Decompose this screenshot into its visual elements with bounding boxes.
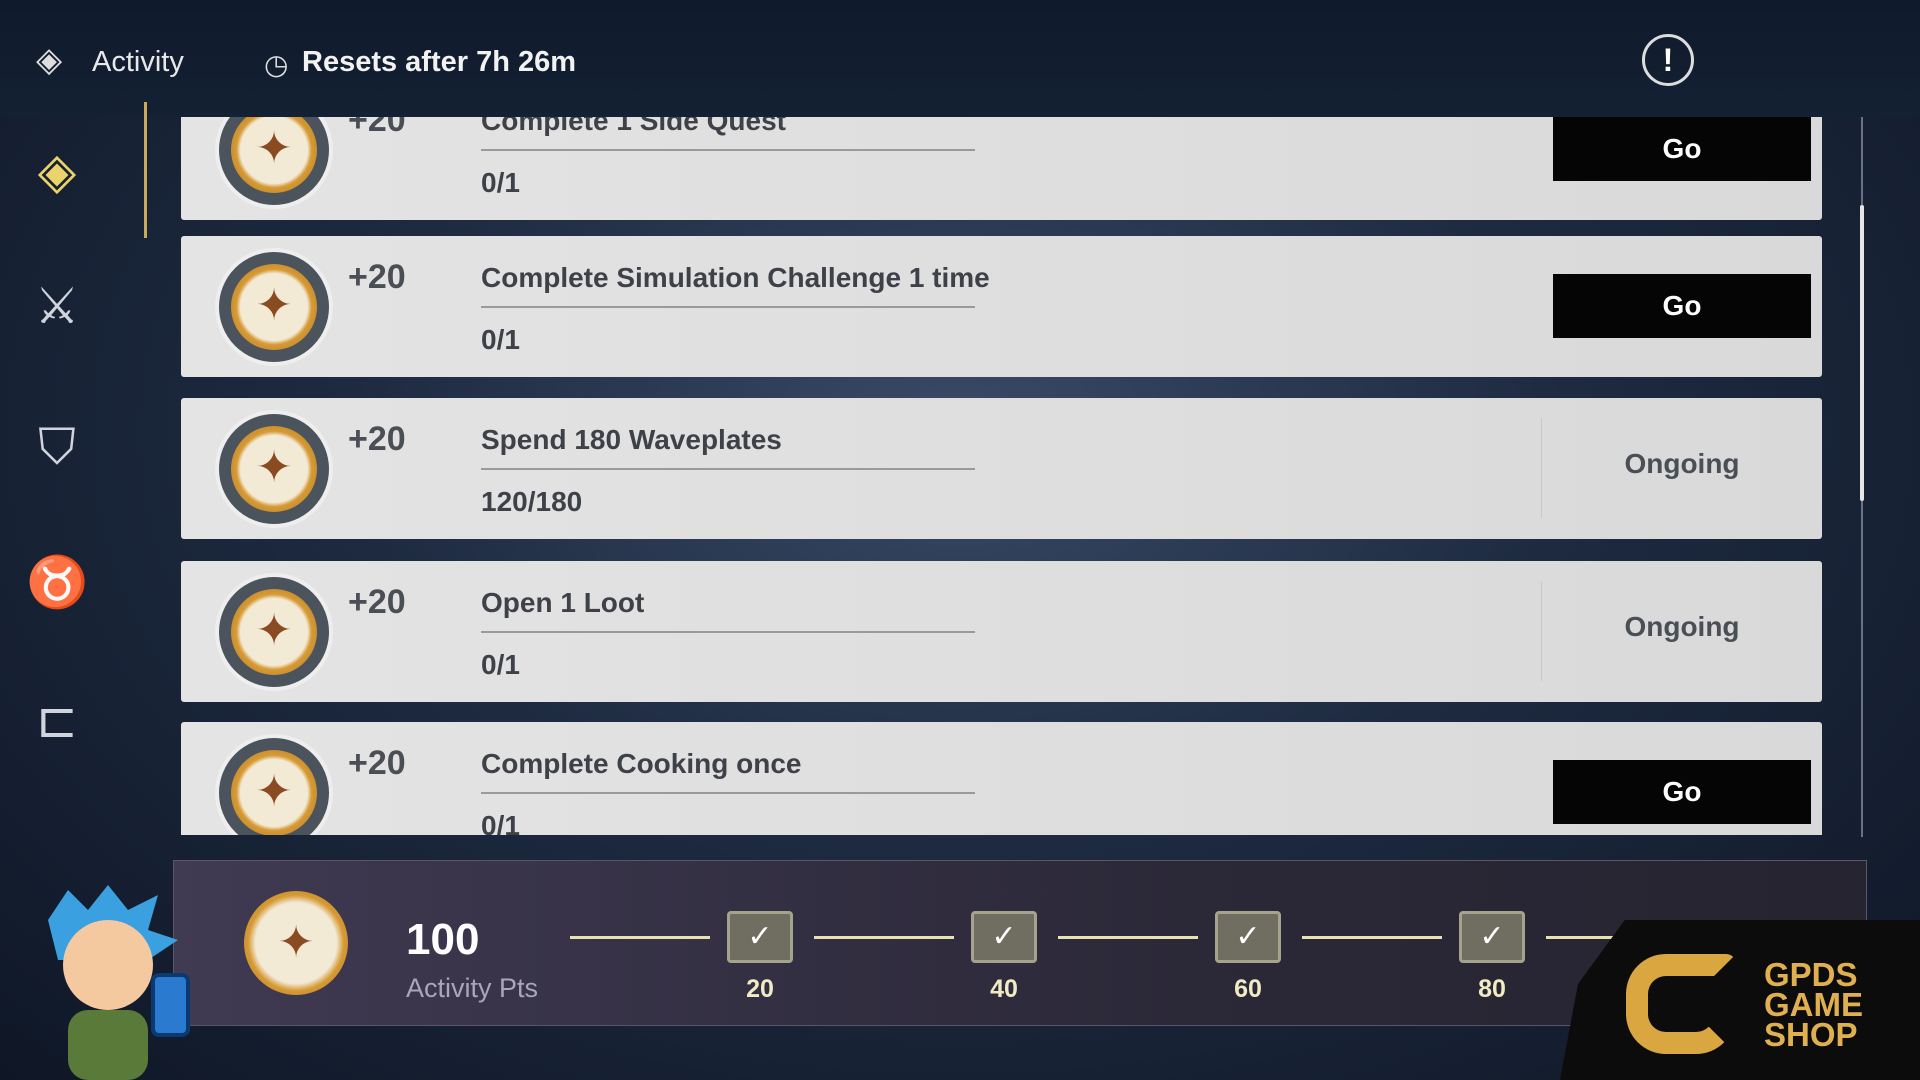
compass-icon: ✦	[244, 891, 348, 995]
compass-icon: ✦	[215, 117, 333, 209]
activity-points-value: 100	[406, 915, 480, 964]
divider	[481, 306, 975, 308]
scrollbar-thumb[interactable]	[1860, 205, 1864, 501]
task-points: +20	[348, 583, 406, 621]
task-title: Complete Simulation Challenge 1 time	[481, 262, 990, 293]
progress-segment	[1302, 936, 1442, 939]
activity-diamond-icon: ◈	[36, 41, 63, 79]
task-points: +20	[348, 420, 406, 458]
info-alert-button[interactable]: !	[1642, 34, 1694, 86]
milestone-label: 40	[990, 975, 1018, 1003]
milestone-label: 60	[1234, 975, 1262, 1003]
task-row: ✦ +20 Complete Simulation Challenge 1 ti…	[181, 236, 1822, 377]
divider	[1541, 581, 1542, 681]
sidebar-beast-mask-icon[interactable]: ♉	[26, 554, 89, 610]
task-list: ✦ +20 Complete 1 Side Quest 0/1 Go ✦ +20…	[181, 117, 1822, 835]
sidebar-shield-crest-icon[interactable]: ⛉	[38, 419, 76, 475]
mascot-watermark-icon	[48, 885, 190, 1080]
activity-points-label: Activity Pts	[406, 973, 539, 1003]
task-points: +20	[348, 258, 406, 296]
task-title: Complete Cooking once	[481, 748, 802, 779]
task-row: ✦ +20 Complete 1 Side Quest 0/1 Go	[181, 117, 1822, 220]
task-progress: 0/1	[481, 324, 520, 355]
milestone-chest-claimed[interactable]: ✓	[1459, 911, 1525, 963]
go-button[interactable]: Go	[1553, 117, 1811, 181]
logo-mark	[1626, 954, 1736, 1054]
ongoing-status: Ongoing	[1624, 448, 1740, 479]
task-title: Spend 180 Waveplates	[481, 424, 782, 455]
page-title: Activity	[92, 46, 184, 78]
ongoing-status: Ongoing	[1624, 611, 1740, 642]
compass-icon: ✦	[215, 573, 333, 691]
top-bar: ◈ Activity ◷ Resets after 7h 26m !	[0, 0, 1920, 117]
divider	[481, 468, 975, 470]
progress-segment	[814, 936, 954, 939]
reset-timer: Resets after 7h 26m	[302, 46, 577, 78]
milestone-label: 80	[1478, 975, 1506, 1003]
task-title: Complete 1 Side Quest	[481, 117, 786, 136]
divider	[481, 631, 975, 633]
task-progress: 0/1	[481, 649, 520, 680]
sidebar-activity-icon[interactable]: ◈	[37, 143, 77, 199]
task-row: ✦ +20 Spend 180 Waveplates 120/180 Ongoi…	[181, 398, 1822, 539]
milestone-chest-claimed[interactable]: ✓	[1215, 911, 1281, 963]
sidebar-ledger-icon[interactable]: ⊏	[36, 692, 78, 748]
milestone-chest-claimed[interactable]: ✓	[727, 911, 793, 963]
divider	[481, 149, 975, 151]
task-title: Open 1 Loot	[481, 587, 645, 618]
task-row: ✦ +20 Open 1 Loot 0/1 Ongoing	[181, 561, 1822, 702]
milestone-label: 20	[746, 975, 774, 1003]
task-row: ✦ +20 Complete Cooking once 0/1 Go	[181, 722, 1822, 835]
clock-icon: ◷	[264, 49, 289, 80]
sidebar-crossed-swords-icon[interactable]: ⚔	[34, 278, 80, 334]
progress-segment	[1058, 936, 1198, 939]
sidebar-active-indicator	[144, 102, 147, 238]
compass-icon: ✦	[215, 734, 333, 835]
task-progress: 0/1	[481, 810, 520, 835]
task-progress: 0/1	[481, 167, 520, 198]
task-points: +20	[348, 744, 406, 782]
logo-text: GPDS GAME SHOP	[1764, 956, 1863, 1053]
compass-icon: ✦	[215, 410, 333, 528]
go-button[interactable]: Go	[1553, 760, 1811, 824]
divider	[1541, 418, 1542, 518]
task-points: +20	[348, 117, 406, 139]
task-progress: 120/180	[481, 486, 583, 517]
gpds-logo: GPDS GAME SHOP	[1560, 920, 1920, 1080]
divider	[481, 792, 975, 794]
go-button[interactable]: Go	[1553, 274, 1811, 338]
progress-segment	[570, 936, 710, 939]
milestone-chest-claimed[interactable]: ✓	[971, 911, 1037, 963]
compass-icon: ✦	[215, 248, 333, 366]
